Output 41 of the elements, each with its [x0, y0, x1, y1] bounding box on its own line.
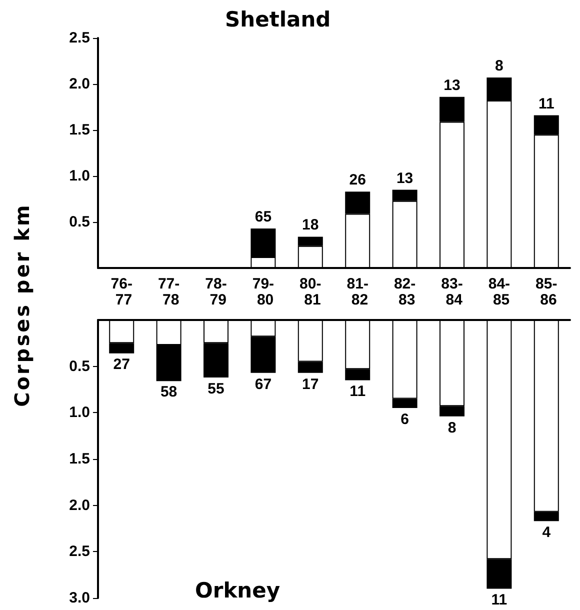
- annotation: 13: [444, 76, 460, 94]
- y-tick-label: 1.0: [69, 168, 90, 184]
- annotation: 27: [113, 356, 130, 373]
- annotation: 11: [538, 95, 554, 112]
- annotation: 8: [448, 419, 456, 436]
- annotation: 11: [491, 592, 508, 609]
- annotation: 13: [396, 170, 414, 187]
- x-tick-label: 83-84: [441, 276, 464, 308]
- annotation: 67: [254, 376, 272, 393]
- x-tick-label: 81-82: [346, 276, 368, 308]
- annotation: 58: [160, 384, 178, 401]
- y-tick-label: 1.0: [69, 404, 90, 422]
- y-tick-label: 0.5: [69, 214, 90, 230]
- annotation: 26: [349, 172, 366, 189]
- text: Orkney: [195, 578, 280, 602]
- x-tick-label: 78-79: [205, 276, 227, 308]
- chart-title: Shetland: [225, 8, 331, 32]
- x-tick-label: 84-85: [488, 276, 510, 308]
- y-tick-label: 1.5: [69, 450, 90, 468]
- y-tick-label: 2.5: [69, 30, 90, 46]
- y-tick-label: 0.5: [69, 358, 90, 375]
- y-tick-label: 1.5: [69, 122, 90, 138]
- annotation: 11: [350, 382, 366, 400]
- annotation: 17: [302, 376, 319, 393]
- x-tick-label: 80-81: [300, 276, 322, 308]
- annotation: 18: [302, 216, 319, 234]
- x-tick-label: 79-80: [252, 276, 274, 308]
- y-tick-label: 2.0: [69, 76, 90, 92]
- x-tick-label: 82-83: [394, 276, 416, 308]
- x-tick-label: 76-77: [110, 276, 132, 308]
- annotation: 55: [208, 380, 224, 398]
- annotation: 4: [542, 524, 552, 542]
- x-tick-label: 85-86: [536, 276, 558, 308]
- y-tick-label: 2.5: [69, 543, 90, 560]
- y-axis-title: Corpses per km: [10, 203, 34, 407]
- annotation: 8: [495, 58, 504, 75]
- x-tick-label: 77-78: [158, 276, 180, 308]
- y-tick-label: 3.0: [69, 590, 90, 606]
- annotation: 6: [400, 411, 409, 428]
- annotation: 65: [254, 208, 272, 226]
- y-tick-label: 2.0: [69, 496, 90, 514]
